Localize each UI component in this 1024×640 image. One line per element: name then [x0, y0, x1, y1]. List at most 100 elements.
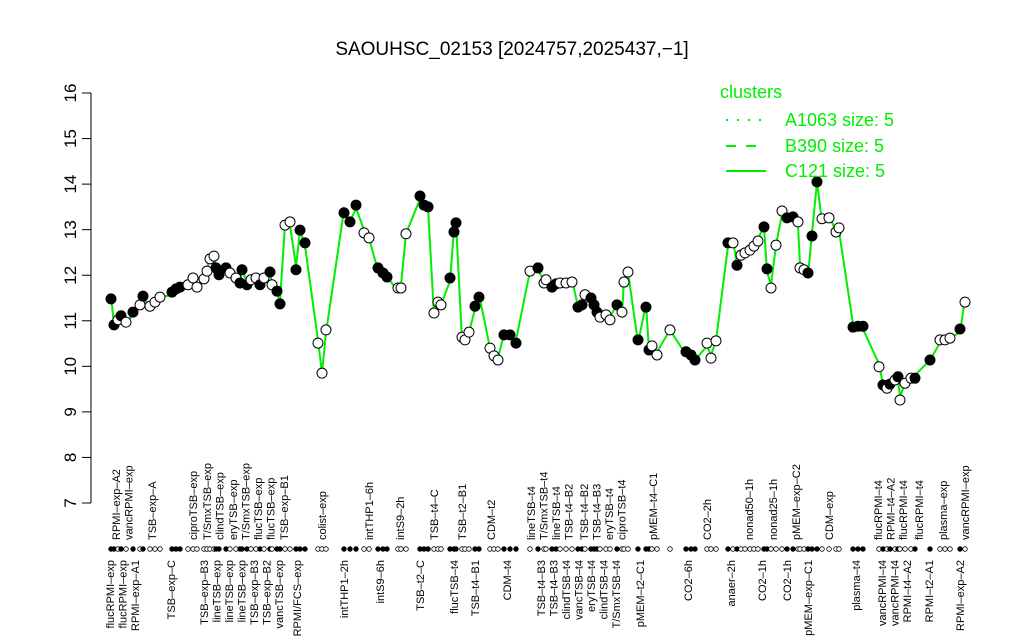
legend-entry: A1063 size: 5 — [785, 110, 894, 130]
sample-dot — [527, 546, 533, 552]
top-sample-label: vancRPMI–exp — [960, 465, 972, 540]
top-labels: RPMI–exp–A2 vancRPMI–exp TSB–exp–A ciproTSB… — [111, 463, 972, 540]
sample-dot — [887, 546, 893, 552]
sample-dot — [826, 546, 832, 552]
data-point — [363, 232, 375, 244]
sample-dot — [649, 546, 655, 552]
sample-dot — [507, 546, 513, 552]
bottom-sample-label: vancTSB–exp — [274, 560, 286, 628]
sample-dot — [625, 546, 631, 552]
chart-title: SAOUHSC_02153 [2024757,2025437,−1] — [335, 39, 688, 60]
data-point — [187, 272, 199, 284]
data-point — [765, 282, 777, 294]
sample-dot — [850, 546, 856, 552]
bottom-sample-label: TSB–exp–B3 — [199, 560, 211, 625]
top-sample-label: vancRPMI–exp — [124, 465, 136, 540]
sample-dot — [768, 546, 774, 552]
bottom-sample-label: lineTSB–exp — [212, 560, 224, 622]
data-point — [823, 212, 835, 224]
sample-dot — [755, 546, 761, 552]
sample-dot — [708, 546, 714, 552]
data-point — [727, 237, 739, 249]
data-point — [448, 226, 460, 238]
sample-dot — [403, 546, 409, 552]
sample-dot — [302, 546, 308, 552]
data-point — [802, 267, 814, 279]
bottom-sample-label: vancRPMI–t4 — [877, 560, 889, 626]
bottom-sample-label: CO2–1h — [757, 560, 769, 601]
sample-dot — [157, 546, 163, 552]
sample-dot — [860, 546, 866, 552]
bottom-sample-label: CO2–6h — [683, 560, 695, 601]
data-point — [264, 266, 276, 278]
bottom-sample-label: RPMI/FCS–exp — [292, 560, 304, 636]
sample-dot — [635, 546, 641, 552]
bottom-sample-label: RPMI–exp–A1 — [130, 560, 142, 631]
top-sample-label: TSB–t2–B1 — [457, 484, 469, 540]
data-point — [833, 222, 845, 234]
top-sample-label: pMEM–t4–C1 — [648, 473, 660, 540]
data-point — [316, 367, 328, 379]
sample-dot — [130, 546, 136, 552]
bottom-sample-label: clindTSB–t4 — [561, 560, 573, 619]
sample-dots-row — [108, 546, 968, 552]
sample-dot — [384, 546, 390, 552]
sample-dot — [248, 546, 254, 552]
top-sample-label: flucRPMI–t4 — [914, 480, 926, 540]
sample-dot — [361, 546, 367, 552]
data-point — [450, 217, 462, 229]
y-tick-label: 15 — [61, 129, 80, 148]
data-point — [616, 306, 628, 318]
data-point — [208, 250, 220, 262]
data-point — [284, 216, 296, 228]
sample-dot — [152, 546, 158, 552]
top-sample-label: nonad50–1h — [744, 479, 756, 540]
bottom-sample-label: TSB–t4–B3 — [549, 560, 561, 616]
cluster-mean-line — [110, 181, 966, 398]
data-point — [428, 307, 440, 319]
data-point — [806, 230, 818, 242]
sample-dot — [927, 546, 933, 552]
top-sample-label: plasma–exp — [938, 481, 950, 540]
data-point — [731, 259, 743, 271]
sample-dot — [261, 546, 267, 552]
sample-dot — [836, 546, 842, 552]
top-sample-label: eryTSB–t4 — [604, 488, 616, 540]
sample-dot — [495, 546, 501, 552]
bottom-sample-label: vancTSB–t4 — [574, 560, 586, 620]
top-sample-label: CDM–exp — [824, 491, 836, 540]
sample-dot — [375, 546, 381, 552]
data-point — [473, 291, 485, 303]
data-point — [236, 264, 248, 276]
sample-dot — [466, 546, 472, 552]
top-sample-label: RPMI–exp–A2 — [111, 469, 123, 540]
bottom-sample-label: TSB–t4–B3 — [536, 560, 548, 616]
sample-dot — [425, 546, 431, 552]
y-tick-label: 10 — [61, 357, 80, 376]
data-point — [758, 221, 770, 233]
sample-dot — [667, 546, 673, 552]
data-points — [105, 176, 971, 406]
data-point — [414, 190, 426, 202]
data-point — [604, 314, 616, 326]
data-point — [395, 282, 407, 294]
bottom-sample-label: flucRPMI–exp — [105, 560, 117, 628]
sample-dot — [902, 546, 908, 552]
sample-dot — [773, 546, 779, 552]
top-sample-label: clindTSB–exp — [215, 472, 227, 540]
bottom-sample-label: eryTSB–t4 — [586, 560, 598, 612]
data-point — [435, 299, 447, 311]
bottom-sample-label: flucRPMI–exp — [118, 560, 130, 628]
y-tick-label: 8 — [61, 453, 80, 462]
sample-dot — [683, 546, 689, 552]
sample-dot — [123, 546, 129, 552]
data-point — [959, 296, 971, 308]
sample-dot — [194, 546, 200, 552]
sample-dot — [438, 546, 444, 552]
top-sample-label: RPMI–t4–A2 — [886, 478, 898, 540]
sample-dot — [557, 546, 563, 552]
data-point — [381, 271, 393, 283]
data-point — [924, 354, 936, 366]
top-sample-label: ciproTSB–t4 — [617, 479, 629, 540]
